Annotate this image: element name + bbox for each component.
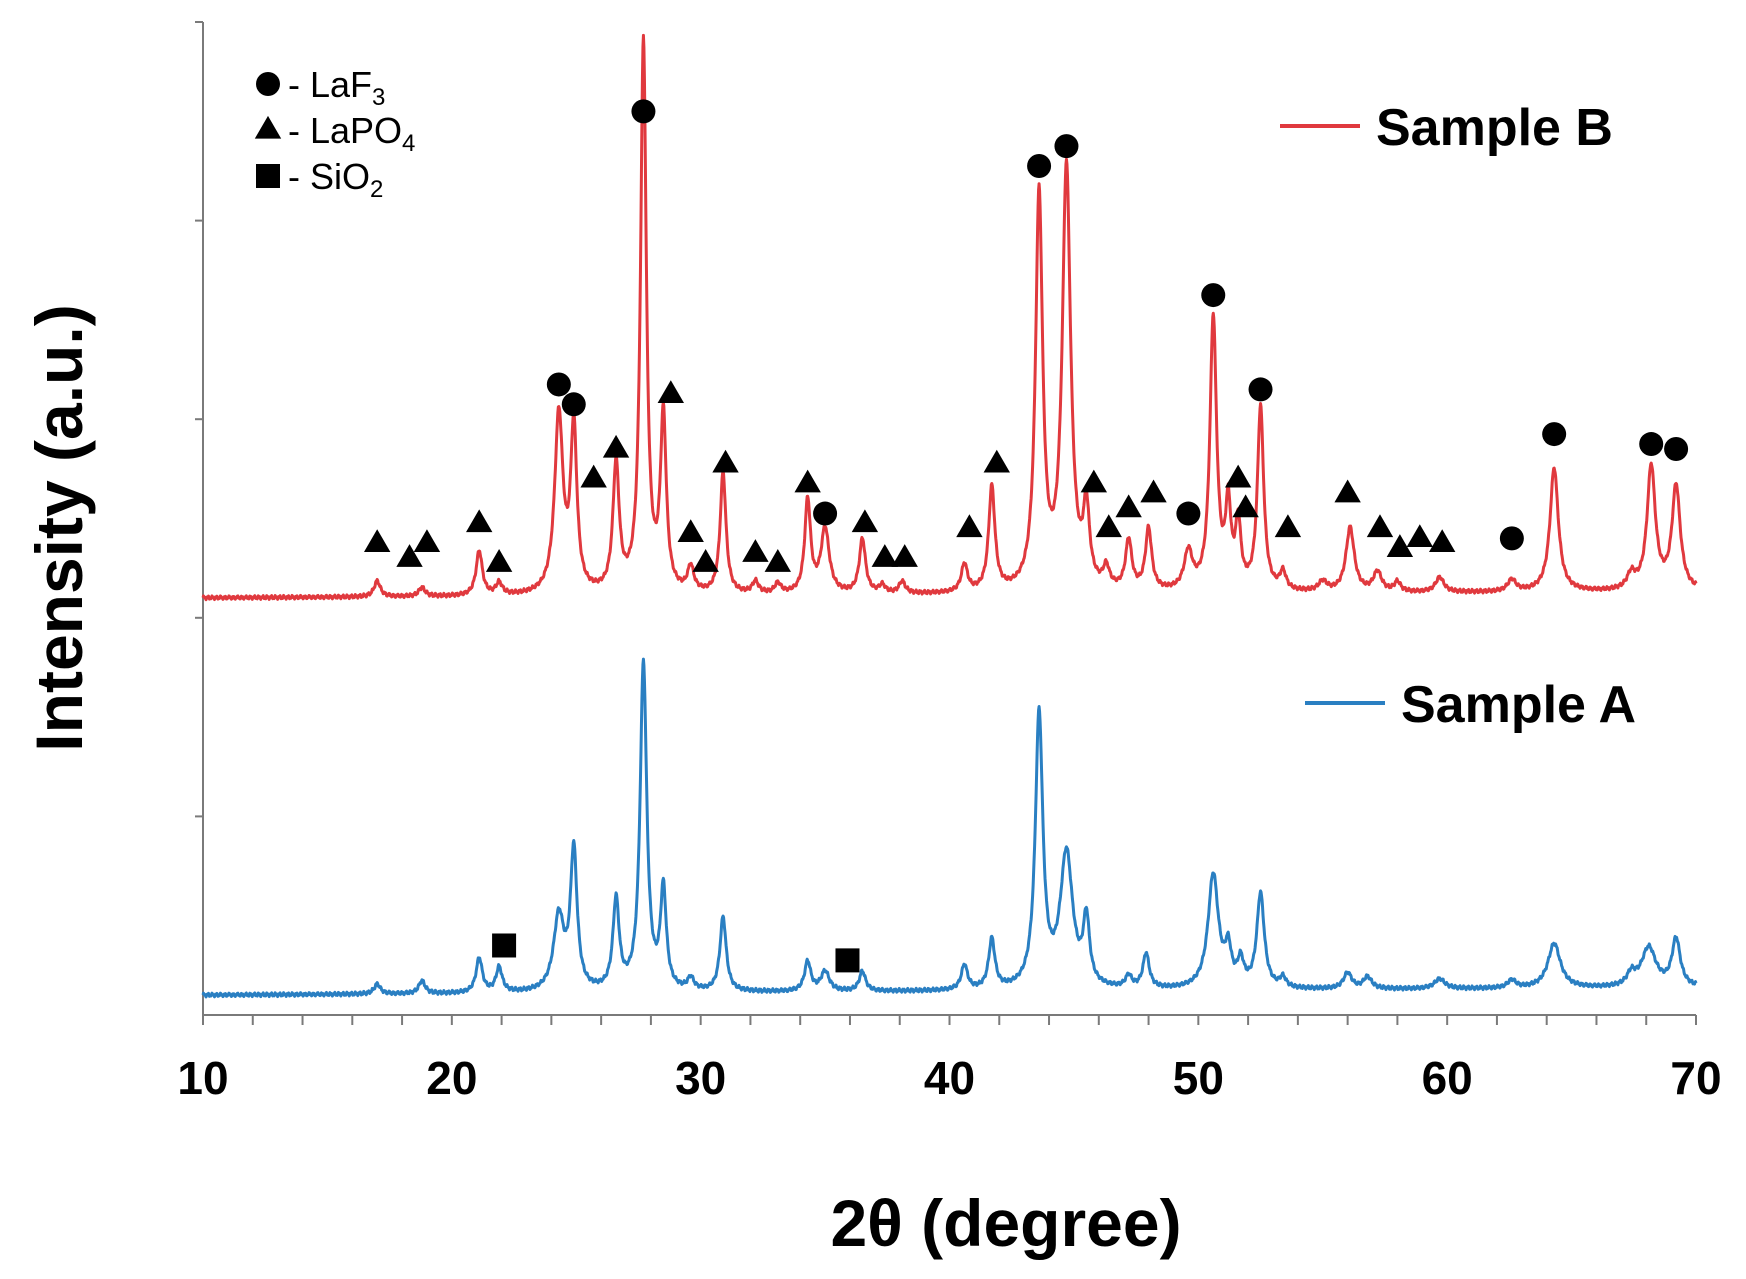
lapo4-marker [396, 544, 423, 567]
lapo4-marker [602, 434, 630, 458]
x-tick-label: 40 [924, 1052, 975, 1104]
laf3-marker [1542, 422, 1567, 447]
lapo4-marker [677, 519, 704, 543]
legend-circle-icon [256, 72, 280, 96]
lapo4-marker [466, 509, 493, 533]
lapo4-marker [1334, 479, 1361, 503]
phase-legend: - LaF3- LaPO4- SiO2 [254, 64, 415, 203]
axes: 10 20 30 40 50 60 70 [177, 21, 1722, 1104]
lapo4-marker [413, 529, 441, 552]
laf3-marker [1499, 526, 1524, 551]
phase-legend-label: - LaPO4 [288, 110, 415, 157]
lapo4-marker [851, 509, 879, 533]
lapo4-marker [1115, 494, 1142, 518]
x-tick-label: 30 [675, 1052, 726, 1104]
legend-label: Sample B [1376, 99, 1613, 157]
laf3-marker [546, 372, 571, 397]
laf3-marker [1664, 436, 1689, 461]
laf3-marker [1201, 283, 1226, 308]
x-tick-label: 10 [177, 1052, 228, 1104]
laf3-marker [1639, 432, 1664, 457]
sample-a-line [201, 657, 1698, 999]
lapo4-marker [580, 464, 607, 488]
legend-label: Sample A [1401, 676, 1636, 734]
lapo4-marker [1232, 494, 1259, 518]
lapo4-marker [1406, 524, 1433, 548]
lapo4-marker [1140, 479, 1167, 503]
lapo4-marker [956, 514, 983, 538]
lapo4-marker [742, 539, 769, 562]
lapo4-marker [1095, 514, 1122, 538]
lapo4-marker [363, 529, 391, 552]
sio2-marker [492, 933, 517, 958]
lapo4-marker [1224, 464, 1252, 488]
laf3-marker [561, 392, 586, 417]
lapo4-marker [485, 549, 513, 572]
lapo4-marker [871, 544, 899, 567]
laf3-marker [631, 99, 656, 124]
x-tick-label: 60 [1422, 1052, 1473, 1104]
sample-b-line [201, 33, 1698, 602]
series-legend: Sample B Sample A [1280, 99, 1636, 734]
phase-markers [363, 99, 1689, 973]
lapo4-marker [794, 469, 821, 493]
laf3-marker [1027, 153, 1052, 178]
laf3-marker [1176, 501, 1201, 526]
lapo4-marker [891, 544, 918, 567]
x-tick-label: 70 [1670, 1052, 1721, 1104]
y-axis-title: Intensity (a.u.) [22, 304, 96, 751]
lapo4-marker [712, 449, 739, 473]
lapo4-marker [1366, 514, 1394, 538]
x-tick-label: 20 [426, 1052, 477, 1104]
lapo4-marker [1386, 534, 1414, 557]
phase-legend-label: - SiO2 [288, 156, 383, 203]
x-tick-label: 50 [1173, 1052, 1224, 1104]
phase-legend-label: - LaF3 [288, 64, 385, 111]
x-axis-title: 2θ (degree) [830, 1186, 1181, 1260]
laf3-marker [1054, 134, 1079, 159]
lapo4-marker [983, 449, 1010, 473]
lapo4-marker [1428, 529, 1456, 552]
lapo4-marker [657, 380, 685, 404]
plot-area [201, 33, 1698, 999]
laf3-marker [813, 501, 838, 526]
legend-square-icon [256, 164, 280, 188]
sio2-marker [835, 948, 860, 973]
lapo4-marker [692, 549, 719, 572]
lapo4-marker [1274, 514, 1302, 538]
legend-triangle-icon [254, 115, 282, 139]
lapo4-marker [1080, 469, 1108, 493]
lapo4-marker [764, 549, 792, 572]
laf3-marker [1248, 377, 1273, 402]
